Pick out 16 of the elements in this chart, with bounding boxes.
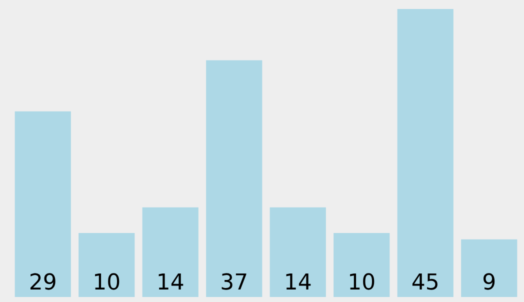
bar <box>206 60 262 297</box>
data-label: 45 <box>411 270 440 296</box>
data-label: 37 <box>220 270 248 296</box>
bar <box>461 239 518 297</box>
bar <box>270 207 326 297</box>
data-label: 10 <box>92 270 121 296</box>
bar <box>397 9 454 297</box>
bar <box>334 233 390 297</box>
data-label: 14 <box>156 270 184 296</box>
data-label: 29 <box>28 270 57 296</box>
bar <box>78 233 135 297</box>
bar <box>142 207 198 297</box>
data-label: 9 <box>482 270 496 296</box>
data-label: 10 <box>348 270 376 296</box>
bar <box>14 111 71 297</box>
data-label: 14 <box>284 270 312 296</box>
